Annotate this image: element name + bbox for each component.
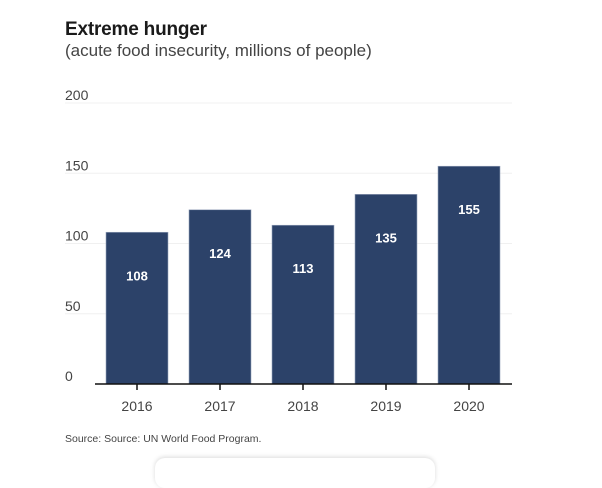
data-label: 108 — [126, 268, 148, 283]
x-tick-label: 2017 — [204, 398, 235, 414]
bar-2019 — [354, 194, 418, 385]
data-label: 124 — [209, 246, 231, 261]
x-axis: 2016 2017 2018 2019 2020 — [95, 383, 512, 414]
data-label: 113 — [293, 261, 314, 276]
y-tick-label: 150 — [65, 157, 89, 173]
chart-subtitle: (acute food insecurity, millions of peop… — [65, 41, 372, 60]
overlay-card — [155, 458, 435, 488]
source-note: Source: Source: UN World Food Program. — [65, 433, 262, 445]
x-tick-label: 2019 — [370, 398, 401, 414]
bar-2017 — [188, 209, 252, 385]
y-axis-ticks: 0 50 100 150 200 — [65, 87, 89, 384]
x-tick-label: 2018 — [287, 398, 318, 414]
bar-2018 — [271, 224, 335, 385]
data-label: 155 — [458, 202, 480, 217]
y-tick-label: 50 — [65, 298, 81, 314]
chart-title: Extreme hunger — [65, 19, 207, 40]
bar-2016 — [105, 231, 169, 385]
x-tick-label: 2016 — [121, 398, 152, 414]
x-tick-label: 2020 — [453, 398, 484, 414]
y-tick-label: 0 — [65, 368, 73, 384]
bars: 108 124 113 135 155 — [105, 165, 501, 385]
bar-2020 — [437, 165, 501, 385]
y-tick-label: 100 — [65, 228, 89, 244]
y-tick-label: 200 — [65, 87, 89, 103]
data-label: 135 — [375, 230, 397, 245]
